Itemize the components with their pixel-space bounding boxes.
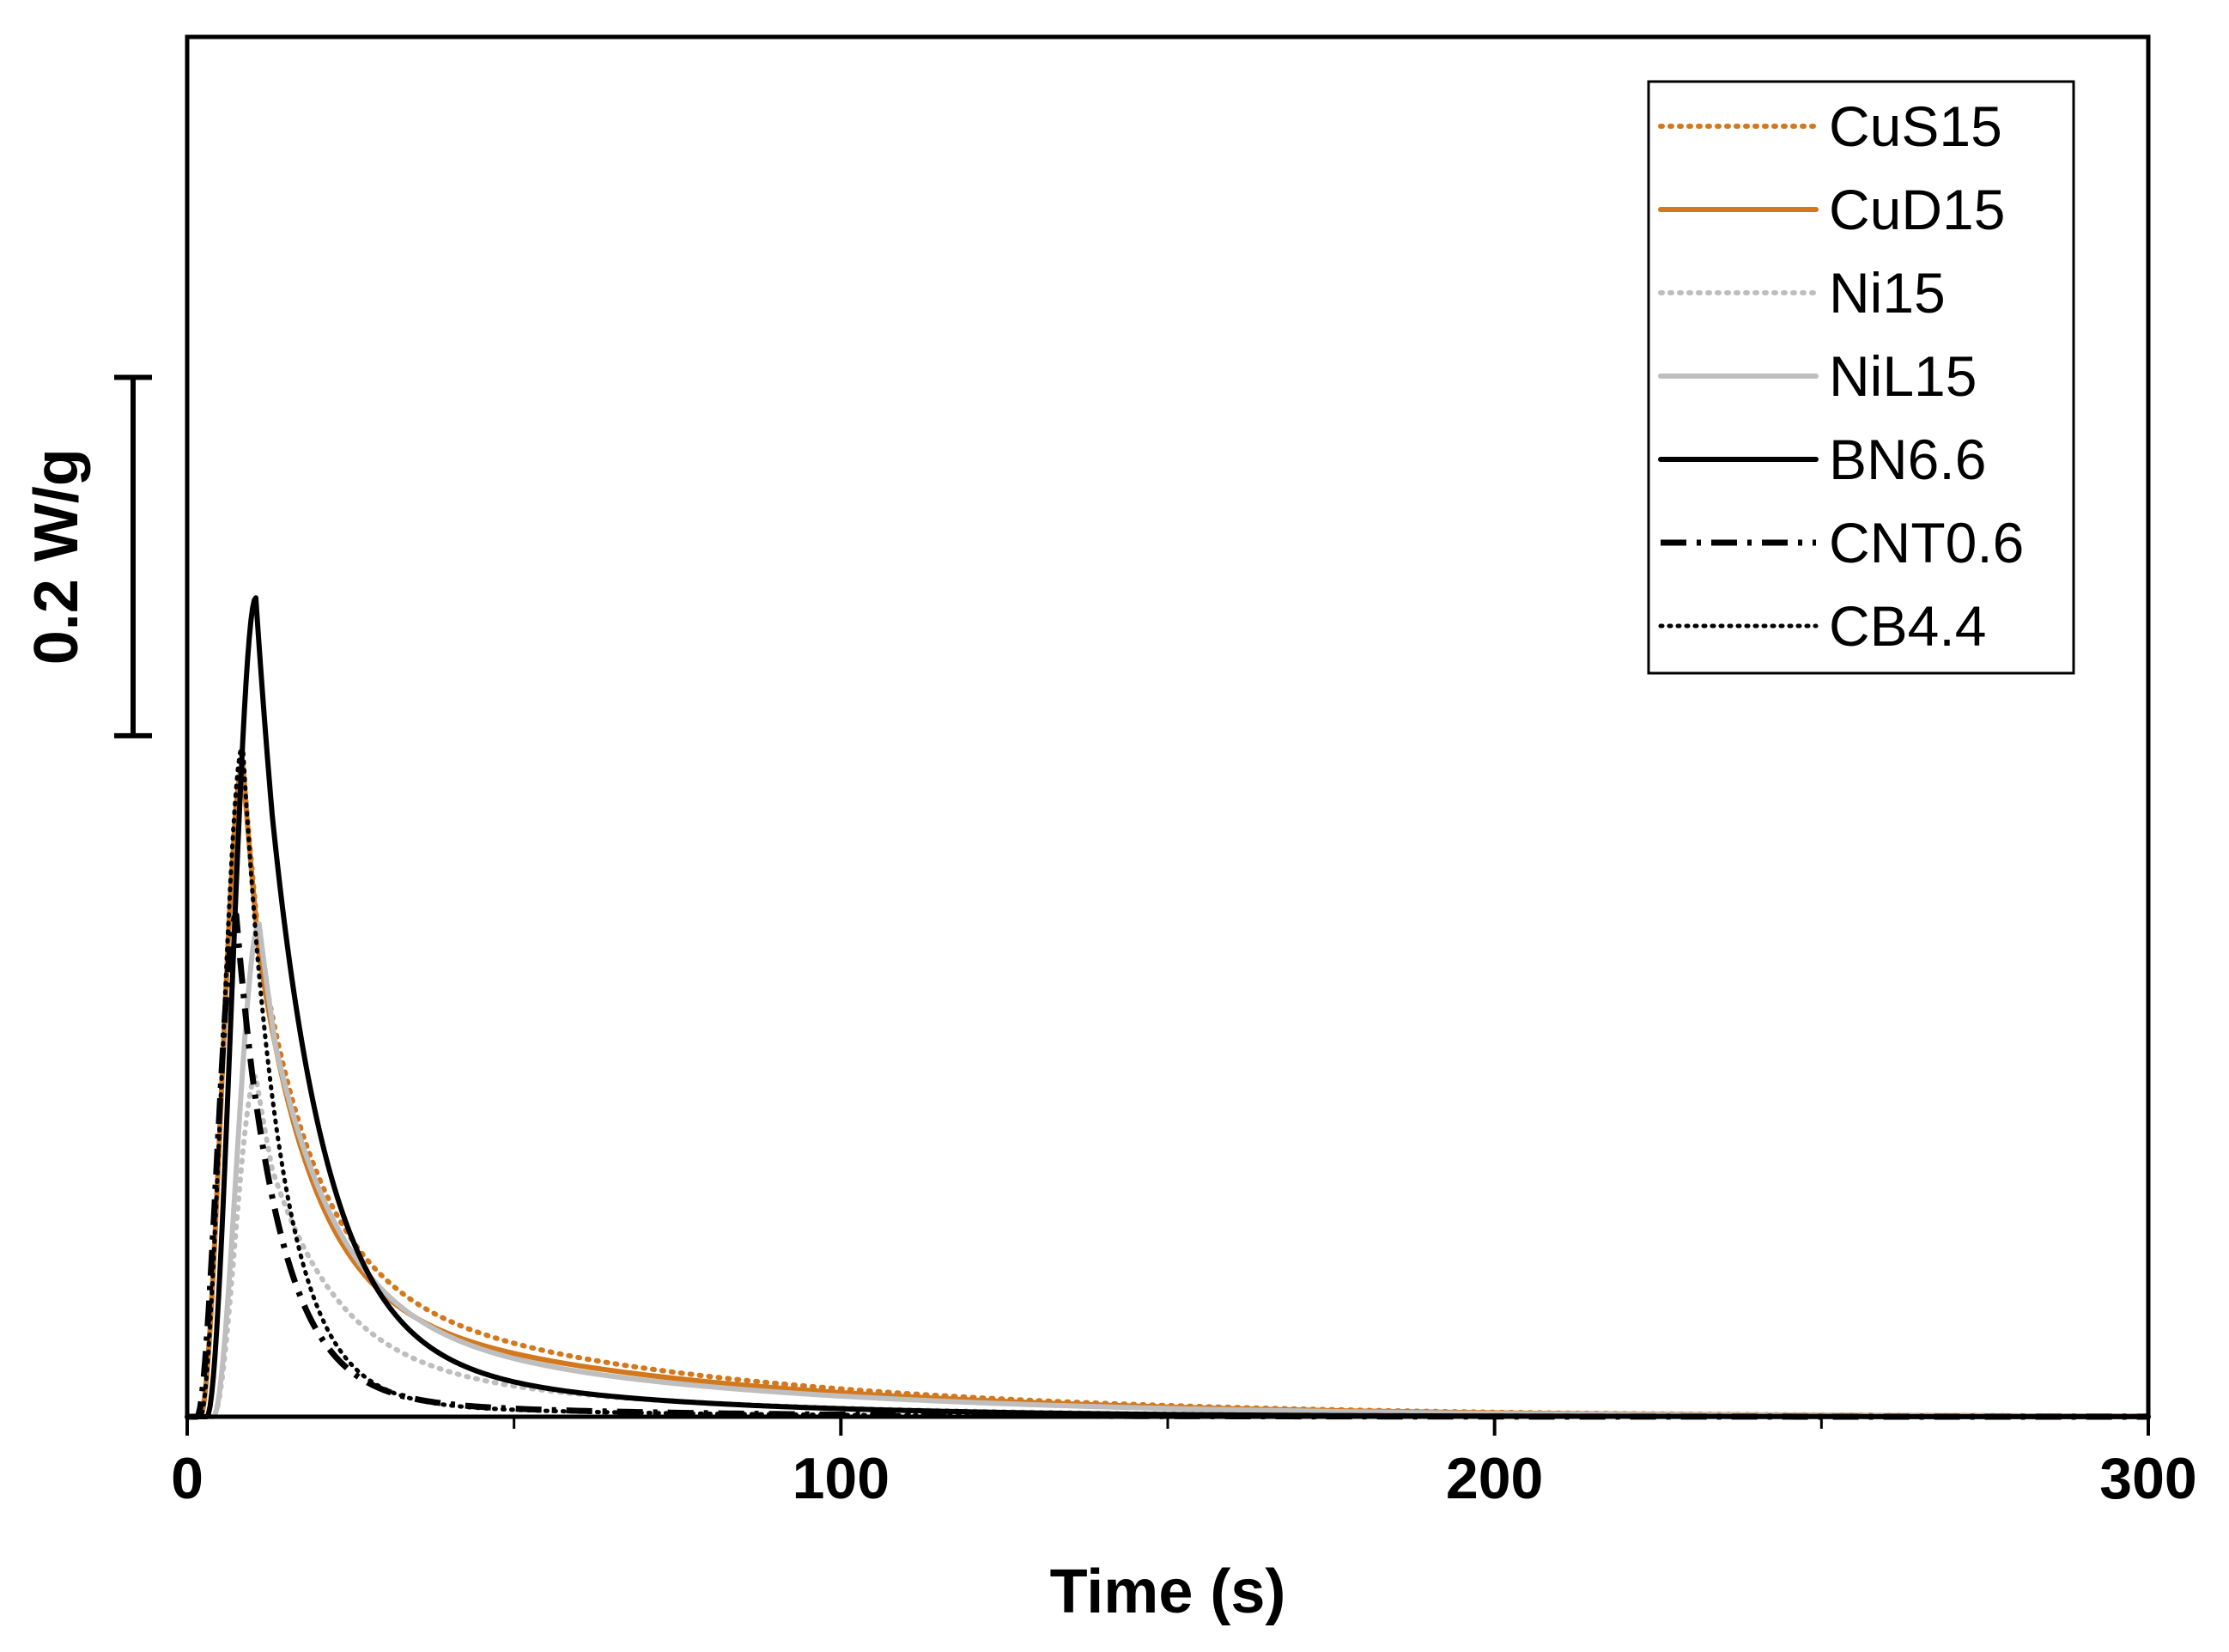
x-tick-label-0: 0	[171, 1446, 203, 1511]
x-tick-label-100: 100	[793, 1446, 890, 1511]
scale-bar: 0.2 W/g	[22, 374, 152, 738]
series-line-cb4-4	[185, 742, 2151, 1419]
scale-bar-label: 0.2 W/g	[22, 448, 91, 665]
legend-label-bn6-6: BN6.6	[1829, 428, 1986, 491]
legend-label-ni15: Ni15	[1829, 261, 1946, 325]
legend-label-cus15: CuS15	[1829, 94, 2002, 158]
series-line-cus15	[185, 760, 2151, 1419]
legend-label-nil15: NiL15	[1829, 344, 1977, 408]
legend: CuS15 CuD15 Ni15 NiL15 BN6.6 CNT0.6 CB4.4	[1647, 80, 2075, 675]
legend-label-cud15: CuD15	[1829, 178, 2005, 241]
legend-label-cnt0-6: CNT0.6	[1829, 511, 2024, 574]
x-axis-title: Time (s)	[1050, 1558, 1286, 1626]
x-axis: 0 100 200 300	[171, 1417, 2197, 1511]
x-tick-label-200: 200	[1446, 1446, 1543, 1511]
legend-label-cb4-4: CB4.4	[1829, 594, 1986, 658]
x-tick-label-300: 300	[2099, 1446, 2196, 1511]
